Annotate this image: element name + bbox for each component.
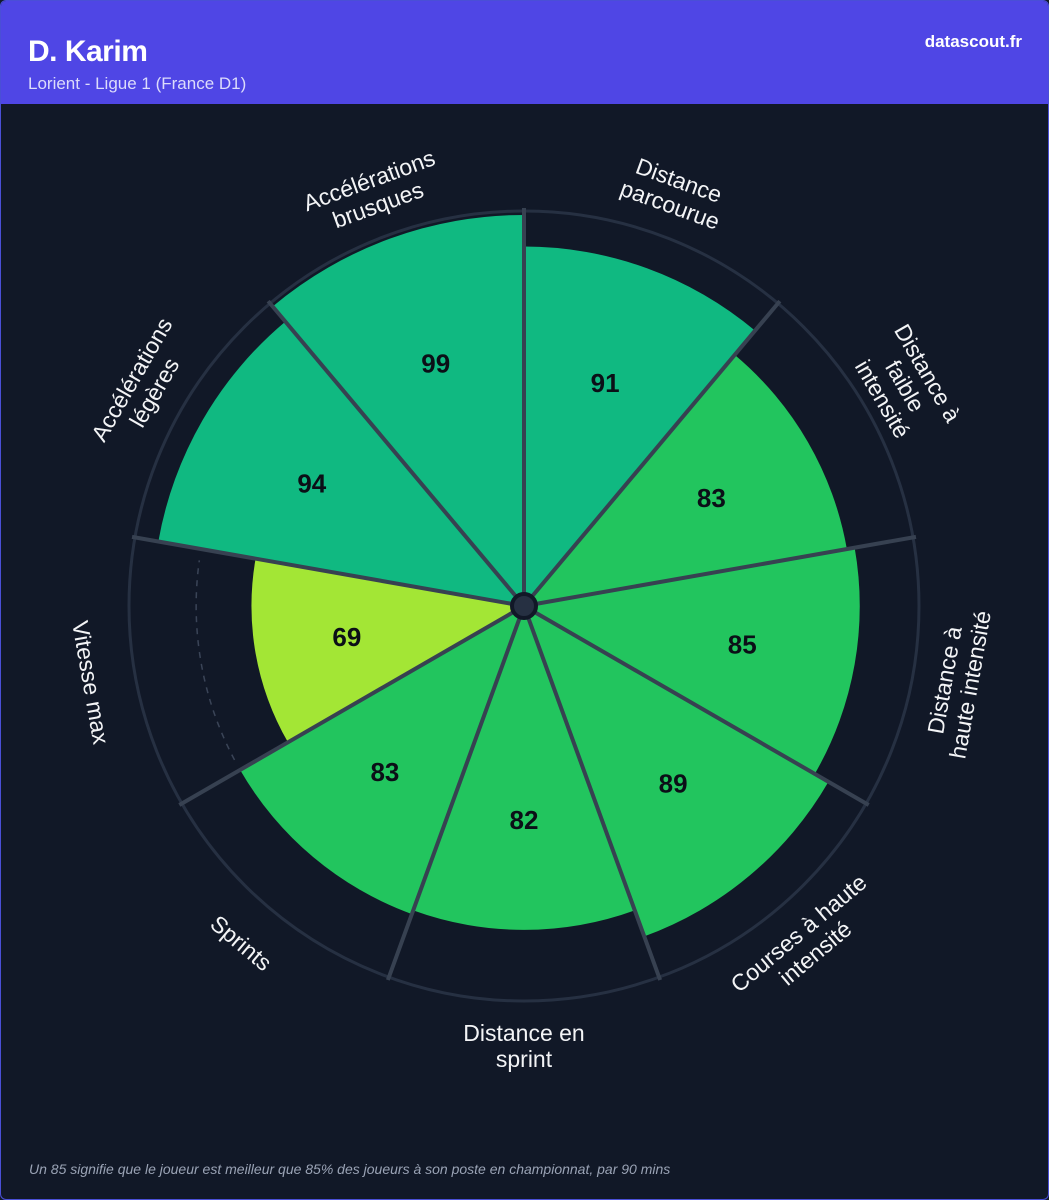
category-label-group: Vitesse max <box>67 619 114 747</box>
value-label: 82 <box>510 805 539 835</box>
center-hub <box>510 592 538 620</box>
bar-slice <box>524 547 860 774</box>
reference-arc <box>195 560 236 761</box>
slice-divider <box>178 604 525 807</box>
slice-divider <box>522 605 663 981</box>
value-label: 89 <box>659 769 688 799</box>
value-label: 91 <box>591 368 620 398</box>
value-label: 94 <box>297 468 326 498</box>
category-label: Sprints <box>205 910 277 976</box>
category-label: sprint <box>496 1046 553 1072</box>
slice-divider <box>523 534 917 608</box>
bar-slice <box>524 606 829 937</box>
value-label: 99 <box>421 348 450 378</box>
value-label: 83 <box>370 757 399 787</box>
bar-slice <box>413 606 635 930</box>
slice-divider <box>522 604 870 807</box>
value-label: 69 <box>332 622 361 652</box>
category-label: Vitesse max <box>67 619 114 747</box>
bar-slice <box>272 214 524 606</box>
slice-divider <box>385 605 526 981</box>
club-league: Lorient - Ligue 1 (France D1) <box>28 74 247 93</box>
footnote: Un 85 signifie que le joueur est meilleu… <box>29 1161 671 1177</box>
bar-slice <box>524 354 847 606</box>
value-label: 85 <box>728 629 757 659</box>
category-label-group: Sprints <box>205 910 277 976</box>
header-bar: D. Karim Lorient - Ligue 1 (France D1) d… <box>1 1 1048 104</box>
slice-divider <box>131 534 525 608</box>
brand-link[interactable]: datascout.fr <box>924 32 1022 51</box>
bar-slice <box>251 558 524 743</box>
player-name: D. Karim <box>28 35 148 68</box>
slice-divider <box>522 299 782 608</box>
value-label: 83 <box>697 483 726 513</box>
bar-slice <box>524 246 756 607</box>
slice-divider <box>266 299 526 608</box>
category-label: Distance en <box>463 1020 584 1046</box>
bar-slice <box>158 321 524 606</box>
bar-slice <box>240 606 524 915</box>
